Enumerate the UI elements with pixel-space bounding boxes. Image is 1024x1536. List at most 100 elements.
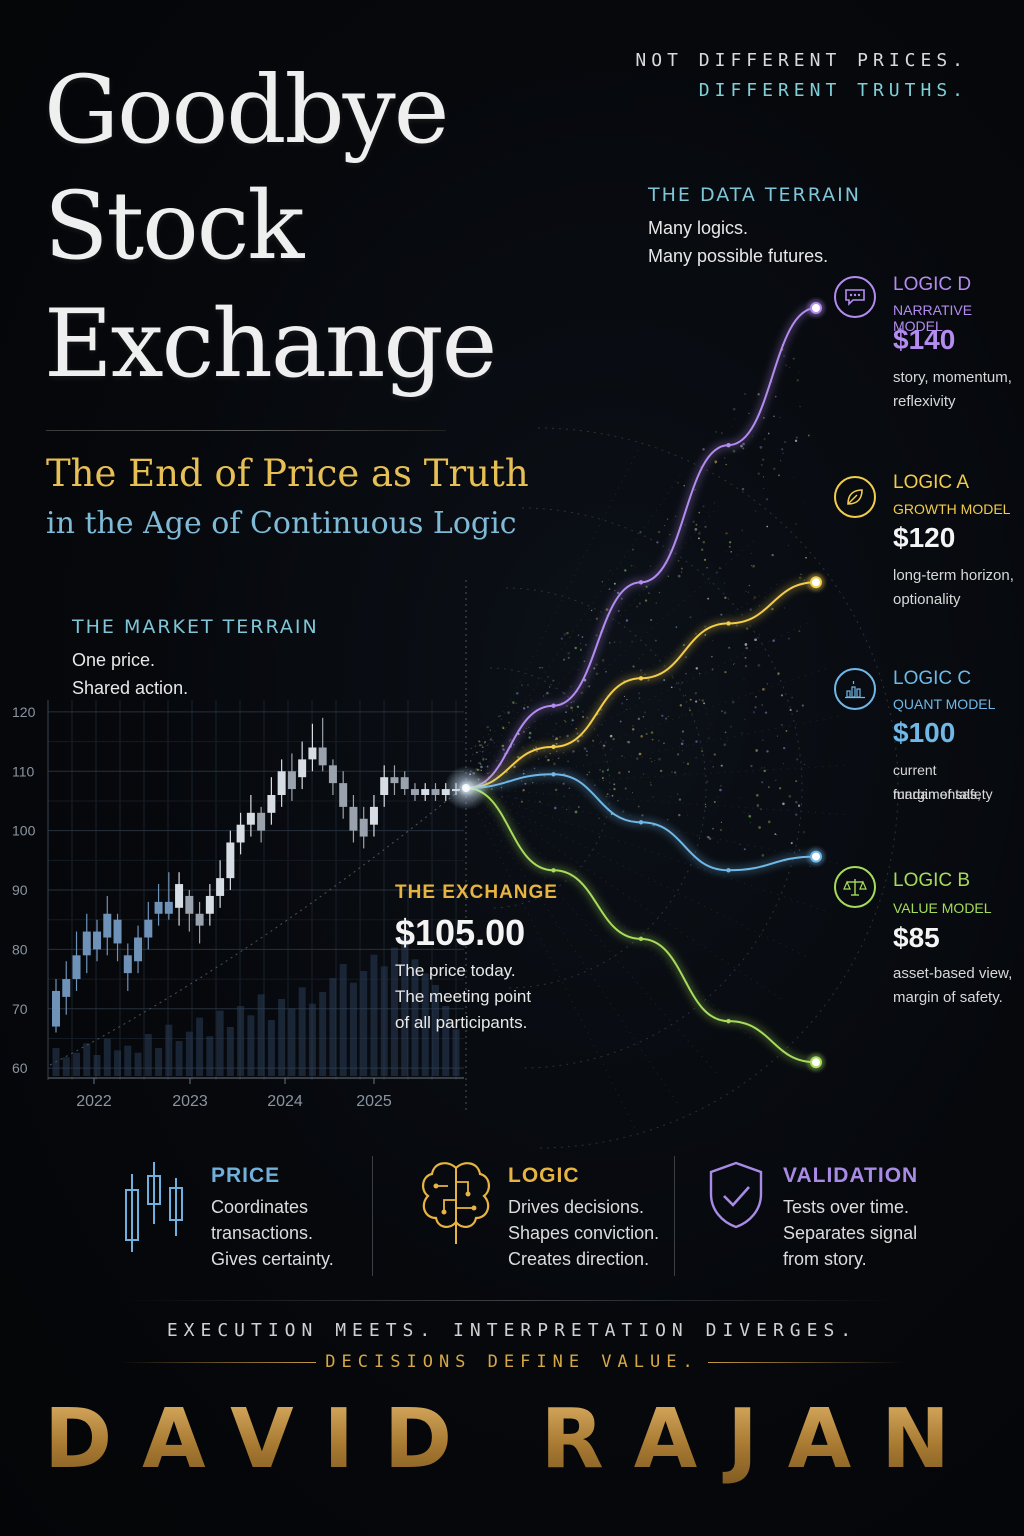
- data-dot: [568, 811, 570, 813]
- volume-bar: [93, 1055, 101, 1076]
- candle-body: [308, 747, 317, 760]
- x-tick-label: 2025: [356, 1093, 392, 1110]
- data-dot: [725, 532, 728, 535]
- data-dot: [747, 813, 749, 815]
- data-dot: [792, 841, 793, 843]
- data-dot: [595, 663, 598, 666]
- data-dot: [779, 416, 781, 419]
- data-dot: [486, 725, 489, 729]
- data-dot: [676, 753, 680, 756]
- candle-body: [123, 955, 132, 974]
- data-dot: [633, 565, 635, 566]
- data-dot: [803, 763, 805, 765]
- data-dot: [481, 746, 484, 749]
- data-dot: [570, 701, 572, 704]
- data-dot: [774, 833, 777, 835]
- data-dot: [580, 691, 584, 695]
- volume-bar: [298, 987, 306, 1076]
- logic-d-model: NARRATIVE MODEL: [893, 302, 973, 334]
- data-dot: [572, 750, 575, 753]
- data-dot: [707, 512, 709, 514]
- logic-endpoint: [810, 302, 822, 314]
- data-dot: [631, 640, 634, 643]
- data-dot: [700, 548, 704, 551]
- data-dot: [592, 739, 595, 742]
- pillar-validation-title: VALIDATION: [783, 1164, 919, 1187]
- logic-d-name: LOGIC D: [893, 274, 972, 295]
- data-dot: [619, 720, 622, 723]
- candle-body: [185, 895, 194, 914]
- data-dot: [755, 695, 757, 698]
- subtitle-line-2: in the Age of Continuous Logic: [46, 506, 517, 541]
- volume-bar: [124, 1045, 132, 1076]
- data-dot: [762, 458, 765, 461]
- data-dot: [579, 642, 582, 645]
- data-dot: [717, 510, 718, 511]
- data-dot: [720, 821, 722, 823]
- data-dot: [782, 452, 784, 454]
- data-dot: [574, 700, 575, 702]
- volume-bar: [73, 1052, 81, 1076]
- data-dot: [534, 720, 536, 722]
- data-dot: [757, 663, 761, 667]
- data-dot: [568, 787, 571, 790]
- candle-body: [216, 878, 225, 896]
- data-dot: [470, 747, 473, 750]
- data-dot: [710, 760, 711, 762]
- footer-line-2: DECISIONS DEFINE VALUE.: [325, 1352, 699, 1372]
- data-dot: [620, 755, 623, 758]
- terrain-ray: [465, 449, 639, 789]
- candle-body: [72, 955, 81, 980]
- data-dot: [612, 698, 614, 700]
- volume-bar: [390, 947, 398, 1076]
- data-dot: [569, 737, 570, 739]
- data-dot: [682, 739, 684, 742]
- data-dot: [692, 520, 695, 523]
- data-dot: [619, 641, 621, 643]
- data-dot: [623, 695, 625, 697]
- data-dot: [637, 805, 640, 808]
- candle-body: [246, 812, 255, 825]
- data-dot: [479, 763, 482, 765]
- data-dot: [520, 684, 523, 687]
- title-rule: [46, 430, 446, 431]
- data-dot: [675, 626, 678, 628]
- terrain-arc: [537, 427, 899, 1149]
- data-dot: [524, 782, 527, 785]
- data-dot: [511, 700, 515, 704]
- data-dot: [802, 830, 806, 834]
- x-tick-label: 2023: [172, 1093, 208, 1110]
- data-dot: [766, 498, 769, 501]
- candle-body: [277, 771, 286, 795]
- data-dot: [659, 769, 663, 773]
- data-dot: [614, 590, 616, 592]
- volume-bar: [329, 978, 337, 1076]
- terrain-ray: [465, 787, 846, 816]
- terrain-ray: [465, 787, 718, 1074]
- data-dot: [748, 814, 752, 818]
- data-dot: [512, 710, 514, 712]
- data-dot: [611, 794, 614, 797]
- data-dot: [708, 837, 712, 840]
- data-dot: [775, 779, 777, 782]
- data-dot: [637, 692, 641, 695]
- volume-bar: [83, 1043, 91, 1076]
- data-dot: [554, 788, 558, 792]
- data-dot: [651, 761, 653, 763]
- data-dot: [785, 729, 788, 732]
- data-dot: [778, 787, 782, 790]
- data-dot: [613, 641, 616, 643]
- candle-body: [359, 818, 368, 837]
- data-dot: [720, 764, 723, 767]
- volume-bar: [288, 1008, 296, 1076]
- data-dot: [590, 609, 593, 612]
- data-dot: [742, 447, 745, 450]
- volume-bar: [308, 1003, 316, 1076]
- data-dot: [659, 700, 660, 702]
- data-dot: [791, 696, 793, 699]
- data-dot: [527, 684, 529, 686]
- data-dot: [489, 738, 492, 741]
- data-dot: [576, 705, 580, 709]
- data-dot: [706, 780, 709, 783]
- leaf-icon: [834, 476, 876, 518]
